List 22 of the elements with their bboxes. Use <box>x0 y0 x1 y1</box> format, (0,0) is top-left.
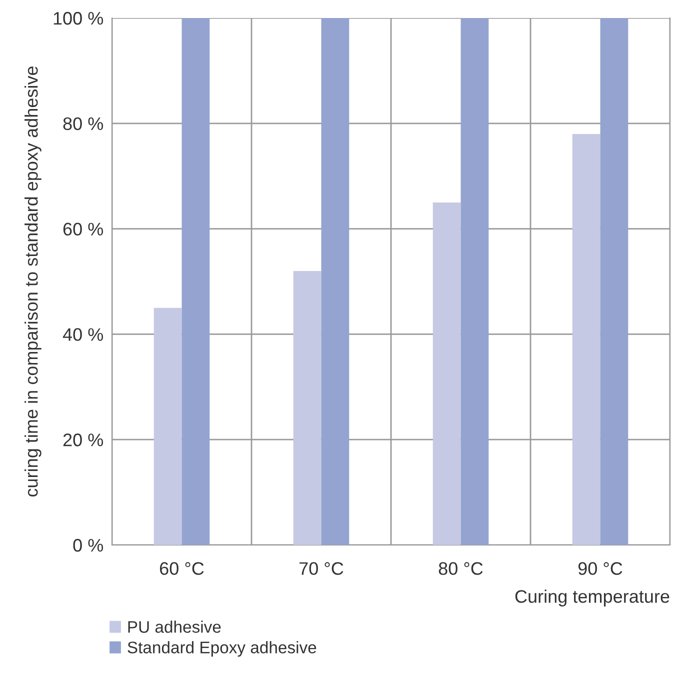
bar <box>600 18 628 545</box>
bar <box>182 18 210 545</box>
bar <box>154 308 182 545</box>
y-tick-label: 60 % <box>63 222 104 236</box>
y-axis-title: curing time in comparison to standard epoxy adhesive <box>24 66 42 496</box>
y-tick-label: 100 % <box>54 12 104 25</box>
y-tick-label: 80 % <box>63 117 104 130</box>
legend-label: Standard Epoxy adhesive <box>128 641 316 657</box>
bar <box>460 18 489 545</box>
bar <box>293 270 322 545</box>
y-tick-label: 0 % <box>73 538 104 552</box>
bar <box>432 202 461 545</box>
bar <box>321 18 350 545</box>
x-tick-label: 80 °C <box>438 562 483 575</box>
x-tick-label: 90 °C <box>578 562 622 575</box>
y-tick-label: 40 % <box>62 328 104 341</box>
x-axis-title: Curing temperature <box>515 590 670 606</box>
y-tick-label: 20 % <box>63 434 104 446</box>
x-tick-label: 60 °C <box>160 562 204 575</box>
x-tick-label: 70 °C <box>299 562 344 575</box>
legend-label: PU adhesive <box>128 620 221 633</box>
bar <box>572 134 600 545</box>
